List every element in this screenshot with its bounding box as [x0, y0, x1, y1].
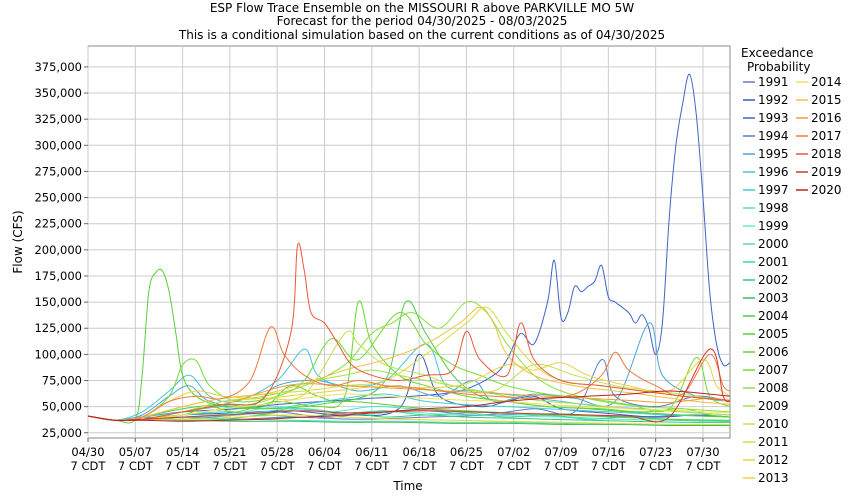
x-tick-date: 06/11: [355, 445, 388, 459]
chart-title: ESP Flow Trace Ensemble on the MISSOURI …: [210, 1, 634, 15]
legend-label-2017: 2017: [811, 129, 842, 143]
x-tick-date: 06/18: [403, 445, 436, 459]
series-line-1997: [87, 393, 731, 421]
legend-title-line1: Exceedance: [741, 46, 813, 60]
legend-label-2004: 2004: [758, 309, 789, 323]
legend-label-1992: 1992: [758, 93, 789, 107]
x-tick-time: 7 CDT: [71, 459, 107, 473]
legend-label-2009: 2009: [758, 399, 789, 413]
legend-label-2001: 2001: [758, 255, 789, 269]
x-axis-label: Time: [392, 479, 422, 493]
x-tick-time: 7 CDT: [544, 459, 580, 473]
x-tick-time: 7 CDT: [118, 459, 154, 473]
legend-label-2015: 2015: [811, 93, 842, 107]
legend-label-2018: 2018: [811, 147, 842, 161]
y-tick-label: 25,000: [42, 426, 82, 440]
x-tick-time: 7 CDT: [496, 459, 532, 473]
x-tick-date: 07/02: [497, 445, 530, 459]
chart-subtitle-note: This is a conditional simulation based o…: [178, 28, 665, 42]
legend: 1991 1992 1993 1994 1995 1996 1997 1998 1999 2000…: [743, 75, 842, 485]
legend-label-2020: 2020: [811, 183, 842, 197]
y-tick-label: 350,000: [34, 86, 82, 100]
x-tick-date: 05/07: [119, 445, 152, 459]
series-line-2014: [87, 393, 731, 421]
y-axis-ticks: 25,000 50,000 75,000 100,000 125,000 150,000 1…: [34, 60, 88, 440]
series-line-2020: [87, 390, 731, 422]
series-line-2018: [87, 242, 731, 422]
series-line-2006: [87, 300, 731, 421]
x-tick-time: 7 CDT: [402, 459, 438, 473]
legend-label-2013: 2013: [758, 471, 789, 485]
x-tick-date: 07/30: [686, 445, 719, 459]
y-tick-label: 275,000: [34, 164, 82, 178]
x-tick-time: 7 CDT: [354, 459, 390, 473]
series-line-2019: [87, 348, 731, 423]
legend-label-1994: 1994: [758, 129, 789, 143]
x-tick-time: 7 CDT: [591, 459, 627, 473]
legend-label-2016: 2016: [811, 111, 842, 125]
legend-label-1991: 1991: [758, 75, 789, 89]
legend-label-1993: 1993: [758, 111, 789, 125]
y-tick-label: 100,000: [34, 347, 82, 361]
x-tick-time: 7 CDT: [260, 459, 296, 473]
x-tick-date: 05/21: [213, 445, 246, 459]
legend-label-2010: 2010: [758, 417, 789, 431]
legend-label-2007: 2007: [758, 363, 789, 377]
y-tick-label: 250,000: [34, 191, 82, 205]
y-tick-label: 325,000: [34, 112, 82, 126]
legend-label-1998: 1998: [758, 201, 789, 215]
legend-label-2002: 2002: [758, 273, 789, 287]
series-line-2017: [87, 326, 731, 421]
legend-label-2005: 2005: [758, 327, 789, 341]
series-line-2007: [87, 312, 731, 421]
x-tick-time: 7 CDT: [165, 459, 201, 473]
x-tick-date: 07/23: [639, 445, 672, 459]
legend-label-2003: 2003: [758, 291, 789, 305]
legend-label-1996: 1996: [758, 165, 789, 179]
x-tick-time: 7 CDT: [307, 459, 343, 473]
series-lines: [87, 73, 731, 427]
series-line-2013: [87, 359, 731, 421]
legend-label-2019: 2019: [811, 165, 842, 179]
y-tick-label: 150,000: [34, 295, 82, 309]
y-axis-label: Flow (CFS): [11, 210, 25, 273]
y-tick-label: 75,000: [42, 374, 82, 388]
legend-label-2006: 2006: [758, 345, 789, 359]
x-tick-date: 06/04: [308, 445, 341, 459]
y-tick-label: 300,000: [34, 138, 82, 152]
y-tick-label: 375,000: [34, 60, 82, 74]
y-tick-label: 125,000: [34, 321, 82, 335]
chart-subtitle-period: Forecast for the period 04/30/2025 - 08/…: [277, 14, 568, 28]
legend-label-2008: 2008: [758, 381, 789, 395]
series-line-1993: [87, 73, 731, 421]
x-tick-time: 7 CDT: [686, 459, 722, 473]
legend-label-2011: 2011: [758, 435, 789, 449]
legend-label-2012: 2012: [758, 453, 789, 467]
x-tick-time: 7 CDT: [449, 459, 485, 473]
legend-title-line2: Probability: [747, 60, 810, 74]
x-tick-date: 07/16: [592, 445, 625, 459]
y-tick-label: 50,000: [42, 400, 82, 414]
x-tick-date: 05/14: [166, 445, 199, 459]
plot-area: [87, 45, 731, 439]
legend-label-1997: 1997: [758, 183, 789, 197]
legend-label-1999: 1999: [758, 219, 789, 233]
y-tick-label: 175,000: [34, 269, 82, 283]
grid: [87, 46, 730, 438]
x-tick-date: 06/25: [450, 445, 483, 459]
x-tick-time: 7 CDT: [638, 459, 674, 473]
x-tick-date: 07/09: [544, 445, 577, 459]
legend-label-2014: 2014: [811, 75, 842, 89]
x-tick-date: 05/28: [261, 445, 294, 459]
y-tick-label: 200,000: [34, 243, 82, 257]
legend-label-2000: 2000: [758, 237, 789, 251]
legend-label-1995: 1995: [758, 147, 789, 161]
x-tick-time: 7 CDT: [212, 459, 248, 473]
x-tick-date: 04/30: [71, 445, 104, 459]
y-tick-label: 225,000: [34, 217, 82, 231]
series-line-2015: [87, 306, 731, 421]
